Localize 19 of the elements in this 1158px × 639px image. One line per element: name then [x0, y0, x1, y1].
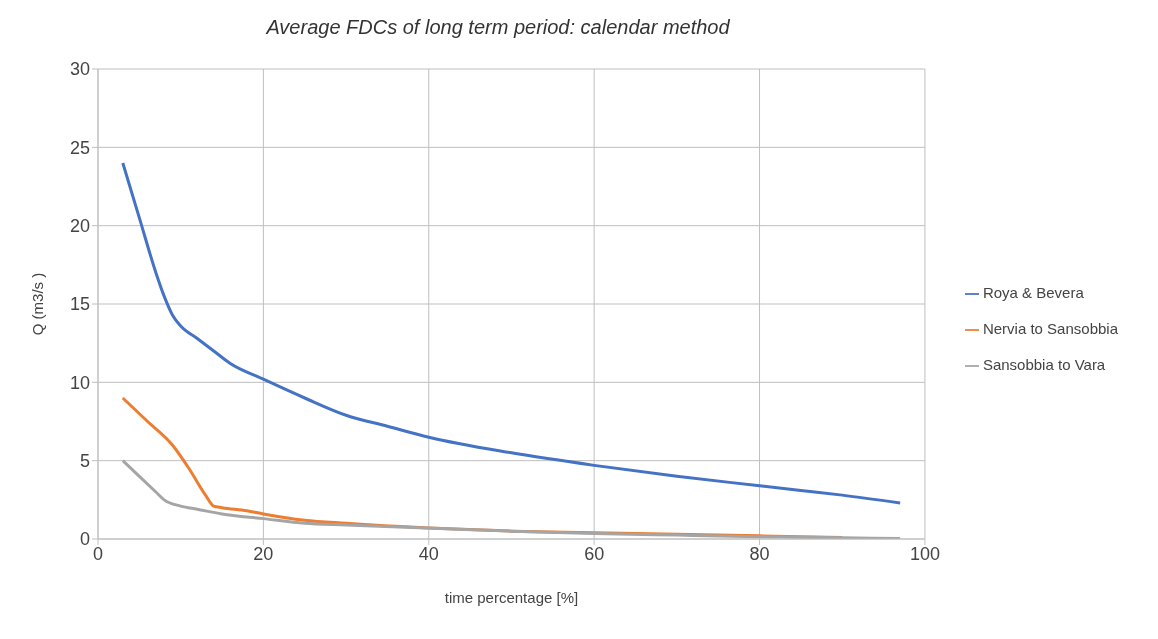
- y-tick-label: 20: [69, 216, 90, 237]
- x-axis-title: time percentage [%]: [444, 589, 579, 606]
- legend-label: Nervia to Sansobbia: [982, 320, 1118, 337]
- x-tick-label: 0: [92, 543, 104, 564]
- legend-label: Roya & Bevera: [982, 284, 1084, 301]
- y-tick-label: 0: [79, 529, 90, 550]
- y-tick-label: 15: [69, 294, 90, 315]
- y-tick-label: 30: [69, 59, 90, 80]
- legend-label: Sansobbia to Vara: [982, 356, 1106, 373]
- y-axis-title: Q (m3/s ): [29, 272, 47, 336]
- y-tick-label: 25: [69, 137, 90, 158]
- x-tick-label: 40: [418, 543, 439, 564]
- chart-title: Average FDCs of long term period: calendar method: [264, 15, 731, 39]
- y-tick-label: 10: [69, 372, 90, 393]
- x-tick-label: 80: [749, 543, 770, 564]
- x-tick-label: 100: [909, 543, 940, 564]
- y-tick-label: 5: [79, 451, 90, 472]
- x-tick-label: 20: [253, 543, 274, 564]
- x-tick-label: 60: [584, 543, 605, 564]
